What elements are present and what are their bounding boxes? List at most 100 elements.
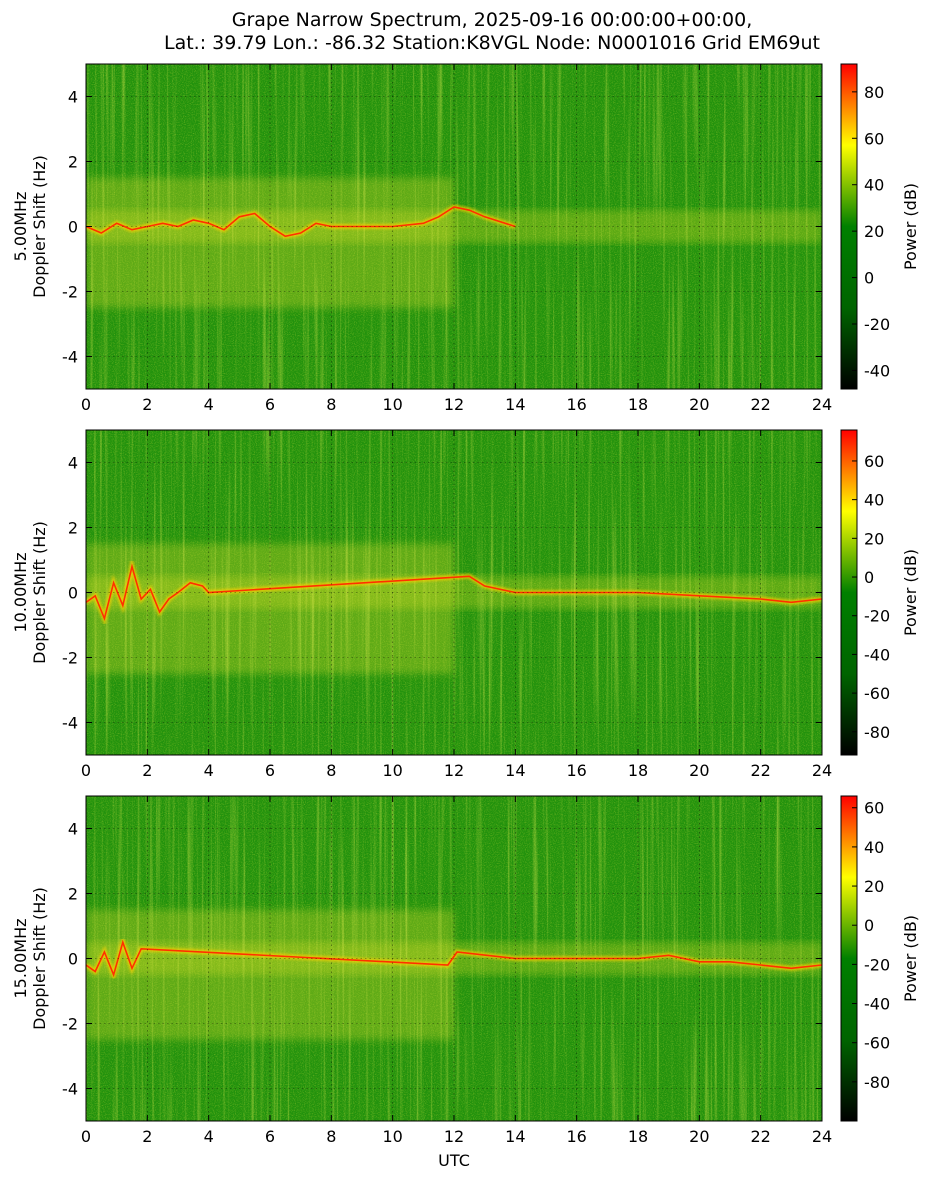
colorbar-tick-label: 40: [864, 176, 884, 195]
y-tick-label: -2: [62, 649, 78, 668]
x-tick-label: 0: [81, 761, 91, 780]
y-tick-label: -4: [62, 348, 78, 367]
colorbar-tick-label: -20: [864, 607, 890, 626]
colorbar-tick-label: 40: [864, 491, 884, 510]
x-tick-label: 24: [812, 761, 832, 780]
y-axis-label: 10.00MHzDoppler Shift (Hz): [11, 521, 49, 664]
colorbar-tick-label: -20: [864, 315, 890, 334]
y-tick-label: 0: [68, 584, 78, 603]
carrier-trace: [86, 939, 822, 978]
x-tick-label: 12: [444, 761, 464, 780]
x-tick-label: 2: [142, 761, 152, 780]
x-tick-label: 14: [505, 395, 525, 414]
x-tick-label: 24: [812, 395, 832, 414]
x-tick-label: 16: [566, 1127, 586, 1146]
x-tick-label: 0: [81, 395, 91, 414]
y-axis-quantity-label: Doppler Shift (Hz): [30, 887, 49, 1030]
y-axis-quantity-label: Doppler Shift (Hz): [30, 155, 49, 298]
y-tick-label: -2: [62, 1015, 78, 1034]
x-tick-label: 8: [326, 761, 336, 780]
x-tick-label: 10: [382, 761, 402, 780]
colorbar-tick-label: -80: [864, 1073, 890, 1092]
y-axis-label: 5.00MHzDoppler Shift (Hz): [11, 155, 49, 298]
y-tick-label: -2: [62, 283, 78, 302]
carrier-trace: [86, 563, 822, 622]
colorbar-label: Power (dB): [901, 183, 920, 270]
x-tick-label: 18: [628, 1127, 648, 1146]
y-tick-label: 0: [68, 218, 78, 237]
x-tick-label: 2: [142, 1127, 152, 1146]
x-tick-label: 10: [382, 1127, 402, 1146]
colorbar-label: Power (dB): [901, 915, 920, 1002]
panel-10.00MHz: 0 2 4 6 8 10 12 14 16 18 20 22 24420-2-410.00MHzDopp…: [11, 429, 920, 780]
x-tick-label: 18: [628, 761, 648, 780]
spectrogram-15.00MHz: [86, 796, 822, 1121]
colorbar-tick-label: 0: [864, 568, 874, 587]
x-tick-label: 12: [444, 1127, 464, 1146]
x-tick-label: 16: [566, 761, 586, 780]
x-tick-label: 2: [142, 395, 152, 414]
panel-5.00MHz: 0 2 4 6 8 10 12 14 16 18 20 22 24420-2-45.00MHzDoppl…: [11, 63, 920, 414]
x-tick-label: 6: [265, 395, 275, 414]
spectrogram-5.00MHz: [86, 64, 822, 389]
x-tick-label: 12: [444, 395, 464, 414]
colorbar-tick-label: 60: [864, 799, 884, 818]
x-tick-label: 0: [81, 1127, 91, 1146]
x-tick-label: 20: [689, 1127, 709, 1146]
y-tick-label: 4: [68, 88, 78, 107]
x-tick-label: 4: [204, 395, 214, 414]
panel-15.00MHz: 0 2 4 6 8 10 12 14 16 18 20 22 24420-2-415.00MHzDopp…: [11, 795, 920, 1146]
x-tick-label: 10: [382, 395, 402, 414]
colorbar-tick-label: 0: [864, 916, 874, 935]
colorbar-tick-label: -80: [864, 723, 890, 742]
x-tick-label: 20: [689, 761, 709, 780]
x-tick-label: 4: [204, 761, 214, 780]
x-tick-label: 6: [265, 761, 275, 780]
colorbar-tick-label: -40: [864, 995, 890, 1014]
colorbar-tick-label: 60: [864, 129, 884, 148]
y-tick-label: 2: [68, 153, 78, 172]
colorbar-tick-label: 20: [864, 877, 884, 896]
y-axis-quantity-label: Doppler Shift (Hz): [30, 521, 49, 664]
y-tick-label: 4: [68, 454, 78, 473]
y-tick-label: 2: [68, 519, 78, 538]
colorbar-tick-label: -40: [864, 361, 890, 380]
x-tick-label: 20: [689, 395, 709, 414]
colorbar-tick-label: 20: [864, 222, 884, 241]
colorbar: [840, 429, 858, 756]
colorbar-tick-label: -20: [864, 955, 890, 974]
colorbar-tick-label: 0: [864, 269, 874, 288]
y-axis-band-label: 10.00MHz: [11, 552, 30, 632]
y-axis-band-label: 5.00MHz: [11, 192, 30, 262]
colorbar: [840, 795, 858, 1122]
y-tick-label: 4: [68, 820, 78, 839]
x-tick-label: 22: [750, 395, 770, 414]
x-tick-label: 4: [204, 1127, 214, 1146]
colorbar-tick-label: 20: [864, 529, 884, 548]
grid: [86, 430, 822, 755]
x-axis-label: UTC: [438, 1151, 470, 1170]
figure-title-line1: Grape Narrow Spectrum, 2025-09-16 00:00:…: [232, 9, 753, 31]
y-axis-label: 15.00MHzDoppler Shift (Hz): [11, 887, 49, 1030]
x-tick-label: 24: [812, 1127, 832, 1146]
x-tick-label: 22: [750, 1127, 770, 1146]
y-tick-label: 2: [68, 885, 78, 904]
y-axis-band-label: 15.00MHz: [11, 918, 30, 998]
x-tick-label: 14: [505, 1127, 525, 1146]
colorbar-tick-label: 80: [864, 83, 884, 102]
grid: [86, 64, 822, 389]
colorbar-label: Power (dB): [901, 549, 920, 636]
colorbar-tick-label: -60: [864, 684, 890, 703]
x-tick-label: 22: [750, 761, 770, 780]
x-tick-label: 6: [265, 1127, 275, 1146]
colorbar-tick-label: -60: [864, 1034, 890, 1053]
colorbar-tick-label: 40: [864, 838, 884, 857]
colorbar: [840, 63, 858, 390]
y-tick-label: -4: [62, 714, 78, 733]
x-tick-label: 18: [628, 395, 648, 414]
figure-title-line2: Lat.: 39.79 Lon.: -86.32 Station:K8VGL N…: [164, 32, 820, 54]
y-tick-label: 0: [68, 950, 78, 969]
x-tick-label: 14: [505, 761, 525, 780]
x-tick-label: 8: [326, 1127, 336, 1146]
